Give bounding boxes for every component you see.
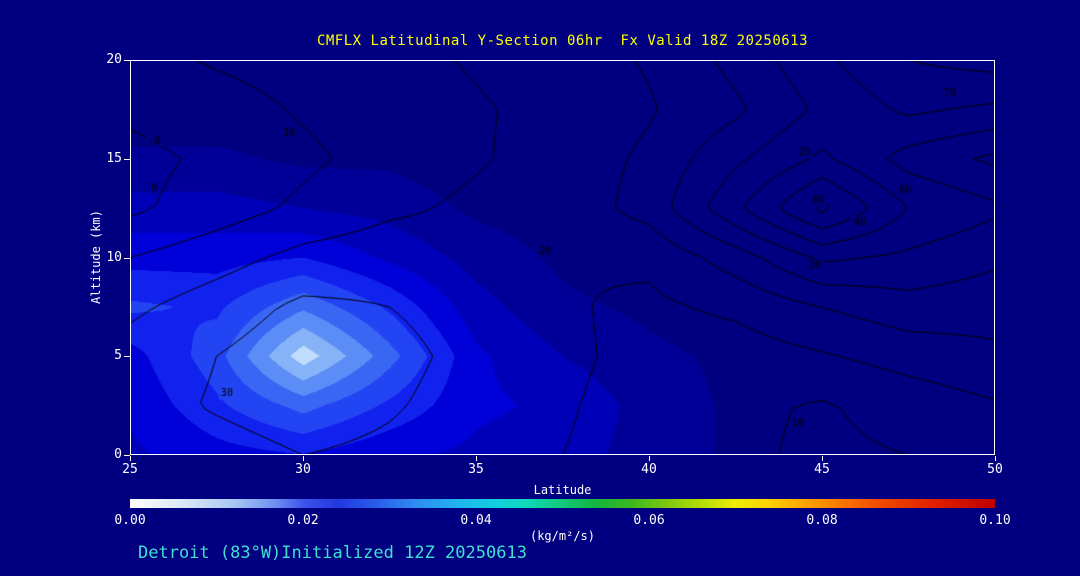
y-tick-mark [124, 455, 130, 456]
x-tick-mark [649, 456, 650, 461]
colorbar-units: (kg/m²/s) [529, 529, 596, 543]
x-tick-mark [303, 456, 304, 461]
contour-plot-canvas [130, 60, 995, 455]
colorbar-tick-label: 0.10 [979, 513, 1011, 528]
colorbar-tick-label: 0.08 [806, 513, 838, 528]
x-tick-label: 25 [122, 462, 138, 477]
x-tick-mark [822, 456, 823, 461]
y-tick-label: 10 [106, 249, 122, 265]
y-tick-label: 20 [106, 52, 122, 67]
y-tick-mark [124, 257, 130, 259]
plot-area [130, 60, 995, 455]
x-tick-label: 40 [641, 462, 657, 477]
x-axis-label: Latitude [533, 483, 592, 497]
colorbar-tick-label: 0.00 [114, 513, 146, 528]
y-tick-mark [124, 158, 130, 160]
y-tick-mark [124, 60, 130, 61]
x-tick-mark [130, 456, 131, 461]
y-tick-label: 0 [114, 447, 122, 462]
x-tick-label: 45 [814, 462, 830, 477]
footer-text: Detroit (83°W)Initialized 12Z 20250613 [138, 543, 527, 563]
x-tick-label: 30 [295, 462, 311, 477]
colorbar-tick-label: 0.06 [633, 513, 665, 528]
x-tick-mark [995, 456, 996, 461]
y-tick-label: 5 [114, 348, 122, 364]
y-tick-mark [124, 356, 130, 358]
colorbar-tick-label: 0.02 [287, 513, 319, 528]
colorbar [130, 499, 995, 508]
x-tick-mark [476, 456, 477, 461]
colorbar-tick-label: 0.04 [460, 513, 492, 528]
chart-title: CMFLX Latitudinal Y-Section 06hr Fx Vali… [316, 33, 809, 49]
x-tick-label: 35 [468, 462, 484, 477]
y-tick-label: 15 [106, 150, 122, 166]
x-tick-label: 50 [987, 462, 1003, 477]
